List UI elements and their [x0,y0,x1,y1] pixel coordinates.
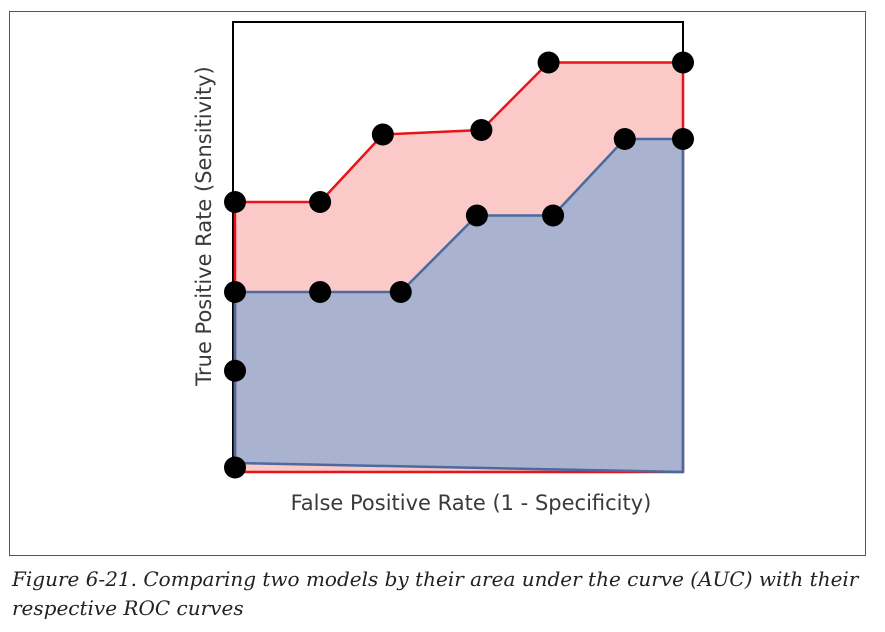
red-roc-point [309,191,332,213]
roc-point [224,359,246,382]
blue-roc-point [542,204,565,227]
y-axis-label: True Positive Rate (Sensitivity) [192,66,216,386]
x-axis-label: False Positive Rate (1 - Specificity) [291,491,652,515]
blue-roc-line [233,137,685,474]
blue-auc-area [235,139,683,472]
blue-roc-point [309,281,332,303]
roc-point [224,456,246,479]
figure-caption: Figure 6-21. Comparing two models by the… [12,567,859,620]
blue-roc-point [672,128,694,150]
red-roc-point [371,123,394,146]
blue-roc-point [389,281,412,303]
blue-roc-point [613,128,636,150]
red-roc-point [470,119,493,141]
red-roc-point [224,191,246,213]
red-roc-point [537,51,560,74]
area-layer [235,62,683,472]
blue-roc-point [224,281,246,303]
marker-layer [224,51,694,479]
red-roc-point [672,51,694,74]
blue-roc-point [465,204,488,227]
